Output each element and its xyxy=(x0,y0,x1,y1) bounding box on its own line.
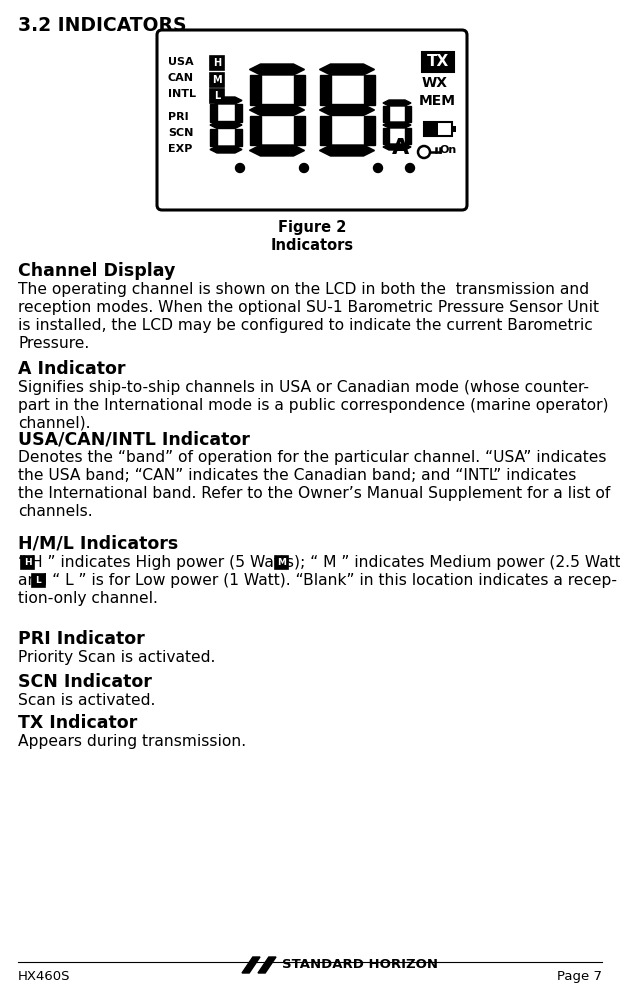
Text: PRI Indicator: PRI Indicator xyxy=(18,630,144,648)
Text: the USA band; “CAN” indicates the Canadian band; and “INTL” indicates: the USA band; “CAN” indicates the Canadi… xyxy=(18,468,577,483)
Text: USA/CAN/INTL Indicator: USA/CAN/INTL Indicator xyxy=(18,430,250,448)
Polygon shape xyxy=(383,144,411,150)
Polygon shape xyxy=(363,75,374,104)
Polygon shape xyxy=(363,116,374,145)
Polygon shape xyxy=(293,116,304,145)
Polygon shape xyxy=(319,75,330,104)
Polygon shape xyxy=(210,122,242,129)
Polygon shape xyxy=(235,129,242,146)
Polygon shape xyxy=(319,145,374,156)
Bar xyxy=(275,556,288,569)
Bar xyxy=(21,556,34,569)
Text: SCN: SCN xyxy=(168,128,193,138)
Polygon shape xyxy=(242,957,260,973)
Text: part in the International mode is a public correspondence (marine operator): part in the International mode is a publ… xyxy=(18,398,608,413)
Text: Figure 2: Figure 2 xyxy=(278,220,346,235)
Polygon shape xyxy=(383,100,411,106)
Bar xyxy=(422,52,454,72)
Polygon shape xyxy=(249,116,260,145)
Bar xyxy=(210,56,224,70)
Text: Priority Scan is activated.: Priority Scan is activated. xyxy=(18,650,215,665)
Circle shape xyxy=(299,164,309,172)
Bar xyxy=(452,126,456,132)
Text: USA: USA xyxy=(168,57,193,67)
Circle shape xyxy=(373,164,383,172)
Polygon shape xyxy=(210,129,217,146)
Bar xyxy=(32,574,45,587)
Polygon shape xyxy=(383,128,389,144)
Text: L: L xyxy=(35,576,42,585)
Bar xyxy=(210,73,224,87)
Text: HX460S: HX460S xyxy=(18,970,71,983)
Text: A Indicator: A Indicator xyxy=(18,360,125,378)
Text: STANDARD HORIZON: STANDARD HORIZON xyxy=(282,958,438,971)
Text: Appears during transmission.: Appears during transmission. xyxy=(18,734,246,749)
Text: The operating channel is shown on the LCD in both the  transmission and: The operating channel is shown on the LC… xyxy=(18,282,589,297)
Bar xyxy=(210,89,224,103)
FancyBboxPatch shape xyxy=(157,30,467,210)
Bar xyxy=(424,122,452,136)
Text: 3.2 INDICATORS: 3.2 INDICATORS xyxy=(18,16,187,35)
Polygon shape xyxy=(405,128,411,144)
Polygon shape xyxy=(249,75,260,104)
Circle shape xyxy=(405,164,415,172)
Text: the International band. Refer to the Owner’s Manual Supplement for a list of: the International band. Refer to the Own… xyxy=(18,486,610,501)
Polygon shape xyxy=(383,122,411,128)
Text: M: M xyxy=(277,558,286,567)
Polygon shape xyxy=(258,957,276,973)
Polygon shape xyxy=(210,146,242,153)
Text: H: H xyxy=(213,58,221,68)
Text: L: L xyxy=(214,91,220,101)
Polygon shape xyxy=(210,97,242,104)
Text: Page 7: Page 7 xyxy=(557,970,602,983)
Text: Indicators: Indicators xyxy=(270,238,353,253)
Text: Channel Display: Channel Display xyxy=(18,262,175,280)
Polygon shape xyxy=(319,116,330,145)
Text: Denotes the “band” of operation for the particular channel. “USA” indicates: Denotes the “band” of operation for the … xyxy=(18,450,606,465)
Text: is installed, the LCD may be configured to indicate the current Barometric: is installed, the LCD may be configured … xyxy=(18,318,593,333)
Text: CAN: CAN xyxy=(168,73,194,83)
Text: H/M/L Indicators: H/M/L Indicators xyxy=(18,535,179,553)
Text: TX Indicator: TX Indicator xyxy=(18,714,137,732)
Polygon shape xyxy=(319,64,374,75)
Text: “ H ” indicates High power (5 Watts); “ M ” indicates Medium power (2.5 Watts);: “ H ” indicates High power (5 Watts); “ … xyxy=(18,555,620,570)
Polygon shape xyxy=(249,64,304,75)
Text: tion-only channel.: tion-only channel. xyxy=(18,591,158,606)
Text: WX: WX xyxy=(422,76,448,90)
Polygon shape xyxy=(235,104,242,122)
Text: EXP: EXP xyxy=(168,144,192,154)
Text: and “ L ” is for Low power (1 Watt). “Blank” in this location indicates a recep-: and “ L ” is for Low power (1 Watt). “Bl… xyxy=(18,573,617,588)
Text: A: A xyxy=(392,138,409,158)
Text: TX: TX xyxy=(427,55,449,69)
Bar xyxy=(425,123,438,135)
Polygon shape xyxy=(210,104,217,122)
Text: Signifies ship-to-ship channels in USA or Canadian mode (whose counter-: Signifies ship-to-ship channels in USA o… xyxy=(18,380,589,395)
Text: H: H xyxy=(24,558,32,567)
Text: INTL: INTL xyxy=(168,89,196,99)
Text: channels.: channels. xyxy=(18,504,92,519)
Text: SCN Indicator: SCN Indicator xyxy=(18,673,152,691)
Text: Pressure.: Pressure. xyxy=(18,336,89,351)
Text: channel).: channel). xyxy=(18,416,91,431)
Polygon shape xyxy=(249,145,304,156)
Text: PRI: PRI xyxy=(168,112,188,122)
Polygon shape xyxy=(249,104,304,116)
Polygon shape xyxy=(319,104,374,116)
Text: On: On xyxy=(439,145,456,155)
Polygon shape xyxy=(383,106,389,122)
Polygon shape xyxy=(293,75,304,104)
Circle shape xyxy=(236,164,244,172)
Polygon shape xyxy=(405,106,411,122)
Text: MEM: MEM xyxy=(419,94,456,108)
Text: M: M xyxy=(212,75,222,85)
Text: Scan is activated.: Scan is activated. xyxy=(18,693,156,708)
Text: reception modes. When the optional SU-1 Barometric Pressure Sensor Unit: reception modes. When the optional SU-1 … xyxy=(18,300,599,315)
